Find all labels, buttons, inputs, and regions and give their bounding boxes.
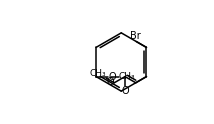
Text: CH₃: CH₃ <box>119 72 136 81</box>
Text: O: O <box>108 72 116 82</box>
Text: Br: Br <box>130 31 141 41</box>
Text: O: O <box>106 77 114 87</box>
Text: CH₃: CH₃ <box>89 68 106 78</box>
Text: O: O <box>121 87 129 96</box>
